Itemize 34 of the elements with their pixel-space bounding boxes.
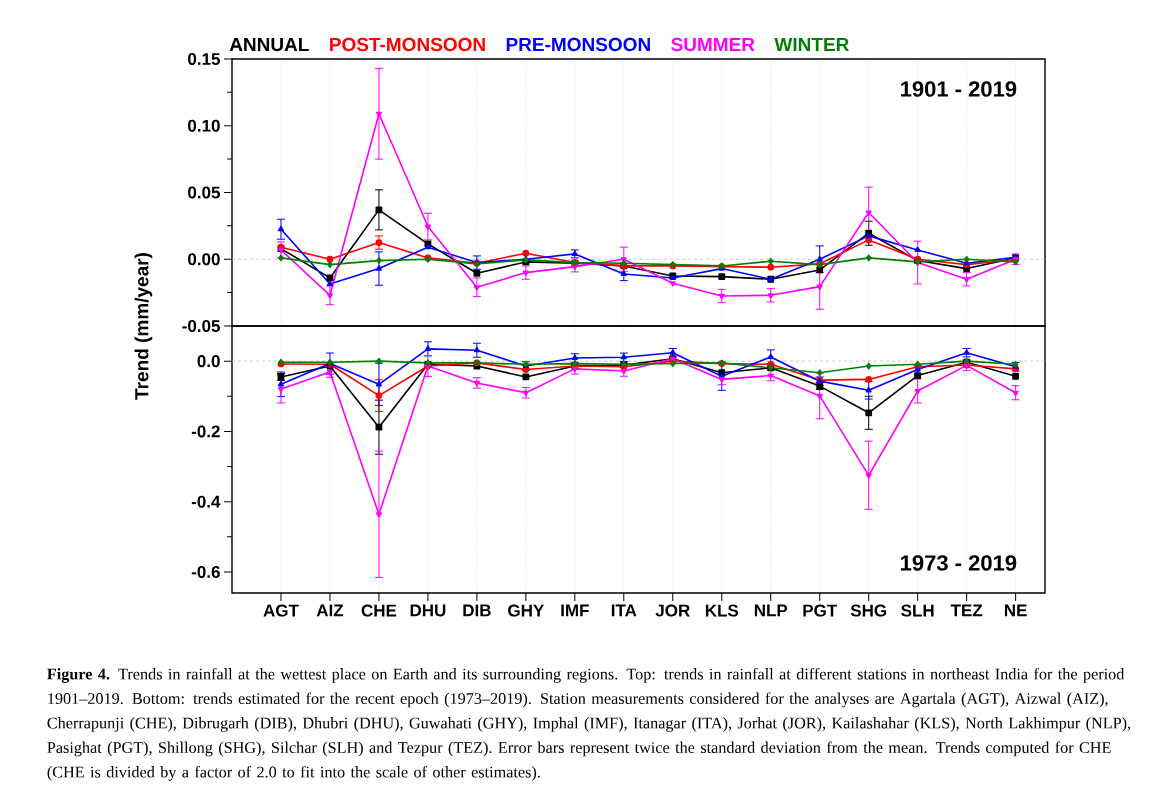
y-tick-label: -0.05 [182, 319, 220, 333]
text: POST-MONSOON [330, 37, 485, 52]
annotation: 1901 - 2019 [901, 81, 1017, 97]
x-tick-label: SHG [850, 604, 887, 617]
x-tick-label: ITA [611, 604, 637, 617]
x-tick-label: CHE [361, 604, 397, 617]
y-tick-label: -0.4 [191, 495, 221, 508]
y-tick-label: -0.2 [191, 425, 220, 438]
text: SUMMER [671, 37, 755, 52]
text: ANNUAL [229, 37, 309, 52]
x-tick-label: PGT [803, 604, 838, 617]
y-tick-label: 0.05 [188, 186, 220, 199]
y-axis-title: Trend (mm/year) [134, 253, 153, 400]
text: PRE-MONSOON [506, 37, 650, 52]
y-tick-label: 0.10 [188, 119, 220, 132]
x-tick-label: DHU [410, 604, 446, 617]
x-tick-label: KLS [705, 604, 739, 617]
x-tick-label: JOR [655, 604, 690, 617]
y-tick-label: 0.0 [197, 355, 220, 368]
x-tick-label: NE [1004, 604, 1027, 617]
x-tick-label: TEZ [950, 604, 983, 617]
x-tick-label: GHY [508, 604, 545, 617]
y-tick-label: 0.00 [188, 253, 220, 266]
x-tick-label: IMF [561, 604, 589, 617]
x-tick-label: DIB [463, 604, 491, 617]
text: Figure 4. Trends in rainfall at the wettest place on Earth and its surrounding regions. Top: trends in rainfall at different stations in northeast India for the period 1901–2019. Bottom: trends estimated for the recent epoch (1973–2019). Station measurements considered for the analyses are Agartala (AGT), Aizwal (AIZ), Cherrapunji (CHE), Dibrugarh (DIB), Dhubri (DHU), Guwahati (GHY), Imphal (IMF), Itanagar (ITA), Jorhat (JOR), Kailashahar (KLS), North Lakhimpur (NLP), Pasighat (PGT), Shillong (SHG), Silchar (SLH) and Tezpur (TEZ). Error bars represent twice the standard deviation from the mean. Trends computed for CHE (CHE is divided by a factor of 2.0 to fit into the scale of other estimates). [47, 667, 1131, 781]
x-tick-label: AIZ [316, 604, 344, 617]
text: WINTER [774, 37, 849, 51]
annotation: 1973 - 2019 [901, 555, 1017, 571]
x-tick-label: AGT [263, 604, 299, 617]
y-tick-label: -0.6 [191, 565, 220, 578]
x-tick-label: NLP [754, 604, 788, 617]
y-tick-label: 0.15 [188, 52, 220, 66]
x-tick-label: SLH [901, 604, 934, 617]
